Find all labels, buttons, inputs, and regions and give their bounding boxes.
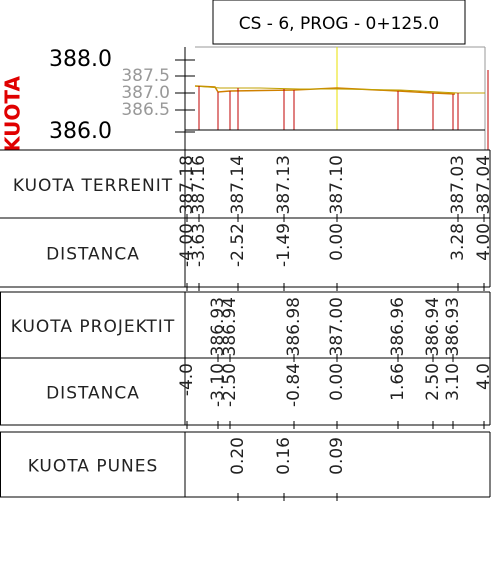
elevation-label: 386.5 (121, 100, 170, 120)
row-value: 3.28 (448, 223, 468, 261)
row-value: 386.94 (220, 297, 240, 356)
row-value: 1.66 (388, 363, 408, 401)
elevation-label: 387.0 (121, 83, 170, 103)
row-value: 2.50 (423, 363, 443, 401)
elevation-label: 387.5 (121, 66, 170, 86)
row-value: 4.0 (474, 363, 493, 390)
row-value: 387.04 (474, 155, 493, 214)
title: CS - 6, PROG - 0+125.0 (239, 14, 440, 34)
row-value: 386.96 (388, 297, 408, 356)
row-label: DISTANCA (46, 245, 140, 265)
axis-label: KUOTA (1, 76, 25, 152)
plot (184, 46, 489, 150)
row-value: -2.52 (228, 223, 248, 267)
row-label: DISTANCA (46, 384, 140, 404)
row-value: 387.03 (448, 155, 468, 214)
terrain-line (194, 85, 485, 94)
elevation-label: 388.0 (49, 47, 112, 72)
verticals (198, 70, 489, 150)
row-value: 0.09 (327, 437, 347, 475)
row-value: 386.93 (443, 297, 463, 356)
row-value: 387.13 (274, 155, 294, 214)
row-value: 386.93 (208, 297, 228, 356)
row-value: 0.20 (228, 437, 248, 475)
row-value: 3.10 (443, 363, 463, 401)
row-value: 387.18 (177, 155, 197, 214)
row-value: 387.10 (327, 155, 347, 214)
row-value: 0.16 (274, 437, 294, 475)
row-value: 386.98 (284, 297, 304, 356)
row-label: KUOTA PROJEKTIT (11, 317, 175, 337)
row-value: 0.00 (327, 223, 347, 261)
row-label: KUOTA TERRENIT (13, 176, 173, 196)
row-value: -0.84 (284, 363, 304, 407)
row-value: -1.49 (274, 223, 294, 267)
row-value: -4.00 (177, 223, 197, 267)
row-value: 387.16 (189, 155, 209, 214)
row-value: 386.94 (423, 297, 443, 356)
elevation-label: 386.0 (49, 119, 112, 144)
row-value: 387.14 (228, 155, 248, 214)
title-box (212, 0, 466, 45)
row-value: -3.63 (189, 223, 209, 267)
row-value: 387.00 (327, 297, 347, 356)
row-value: 4.00 (474, 223, 493, 261)
row-value: -2.50 (220, 363, 240, 407)
row-label: KUOTA PUNES (28, 457, 159, 477)
row-value: -3.10 (208, 363, 228, 407)
row-value: 0.00 (327, 363, 347, 401)
profile-line (194, 85, 456, 95)
row-value: -4.0 (177, 363, 197, 396)
